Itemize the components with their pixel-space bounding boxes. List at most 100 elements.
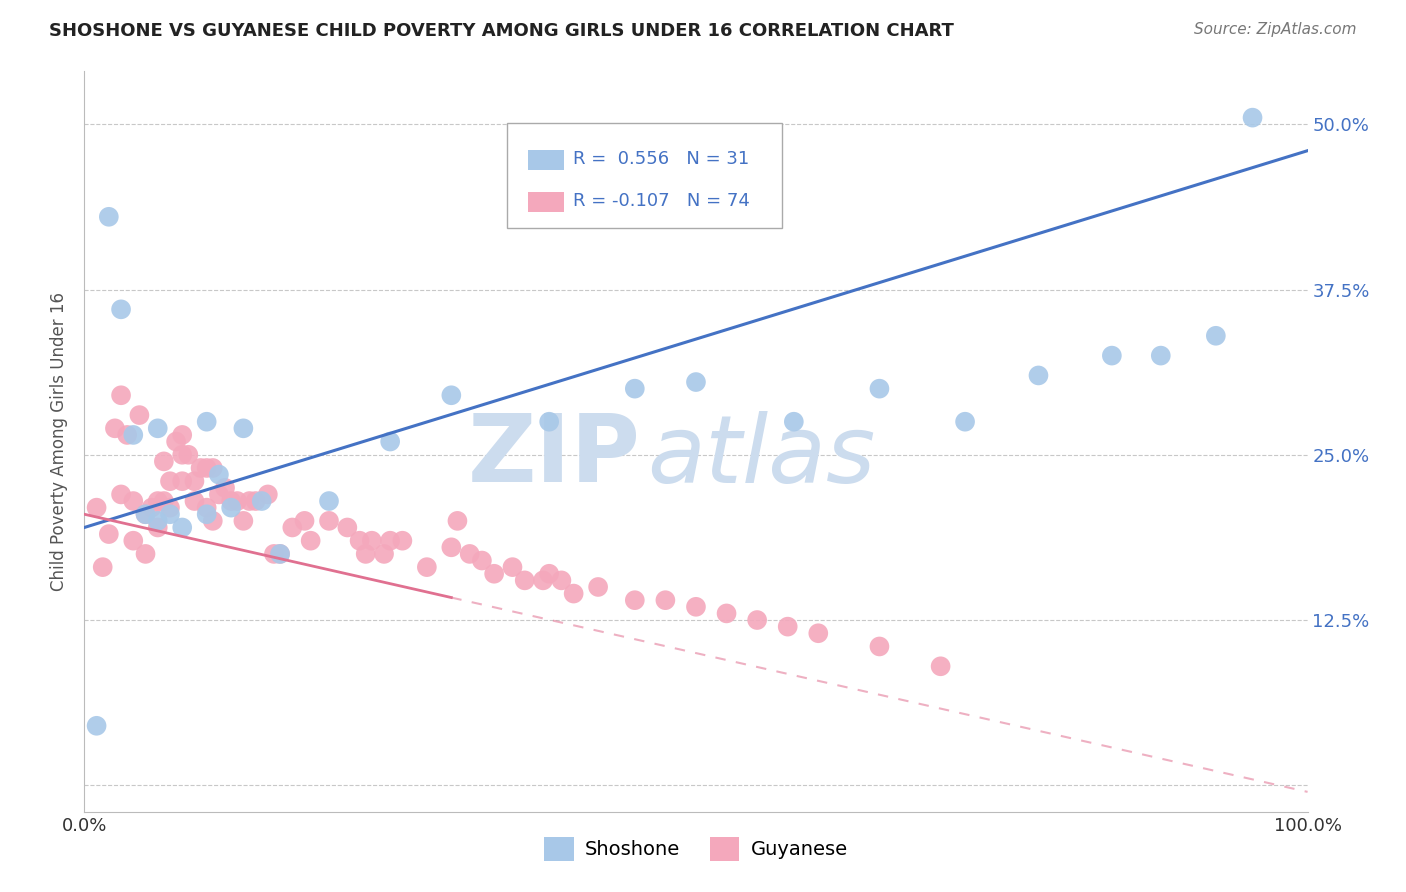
Point	[190, 461, 212, 475]
Point	[281, 520, 304, 534]
Point	[953, 415, 976, 429]
Point	[172, 520, 194, 534]
Point	[869, 640, 891, 654]
Point	[208, 467, 231, 482]
Point	[219, 494, 242, 508]
Point	[226, 494, 249, 508]
Point	[115, 428, 138, 442]
Point	[269, 547, 291, 561]
Point	[146, 421, 169, 435]
Point	[360, 533, 382, 548]
Point	[135, 508, 157, 522]
Point	[141, 500, 163, 515]
Point	[654, 593, 676, 607]
Point	[172, 474, 194, 488]
Point	[91, 560, 114, 574]
Point	[257, 487, 280, 501]
Point	[807, 626, 830, 640]
Point	[1241, 111, 1264, 125]
Point	[349, 533, 371, 548]
Point	[195, 461, 218, 475]
Point	[263, 547, 285, 561]
Point	[538, 566, 561, 581]
Point	[531, 574, 554, 588]
Point	[86, 500, 108, 515]
Point	[391, 533, 413, 548]
Point	[373, 547, 395, 561]
Point	[318, 494, 340, 508]
Point	[250, 494, 273, 508]
Point	[482, 566, 505, 581]
Point	[183, 494, 205, 508]
Point	[294, 514, 316, 528]
Point	[1028, 368, 1050, 383]
Point	[269, 547, 291, 561]
Point	[165, 434, 187, 449]
Point	[86, 719, 108, 733]
Text: ZIP: ZIP	[468, 410, 641, 502]
Point	[232, 421, 254, 435]
Point	[238, 494, 260, 508]
Point	[195, 508, 218, 522]
Point	[416, 560, 439, 574]
Point	[219, 500, 242, 515]
Point	[195, 415, 218, 429]
Point	[146, 520, 169, 534]
Point	[336, 520, 359, 534]
Point	[685, 599, 707, 614]
Point	[776, 620, 799, 634]
Point	[232, 514, 254, 528]
Point	[214, 481, 236, 495]
Text: Source: ZipAtlas.com: Source: ZipAtlas.com	[1194, 22, 1357, 37]
Point	[550, 574, 572, 588]
Point	[380, 533, 402, 548]
Point	[624, 382, 647, 396]
Point	[201, 461, 224, 475]
Y-axis label: Child Poverty Among Girls Under 16: Child Poverty Among Girls Under 16	[51, 292, 69, 591]
Point	[135, 547, 157, 561]
Point	[929, 659, 952, 673]
Point	[513, 574, 536, 588]
Point	[869, 382, 891, 396]
Point	[122, 428, 145, 442]
Point	[159, 474, 181, 488]
Point	[153, 494, 176, 508]
Point	[135, 508, 157, 522]
Point	[747, 613, 769, 627]
Point	[146, 494, 169, 508]
Point	[159, 500, 181, 515]
Point	[110, 302, 132, 317]
Text: R = -0.107   N = 74: R = -0.107 N = 74	[572, 192, 749, 210]
Point	[245, 494, 267, 508]
Legend: Shoshone, Guyanese: Shoshone, Guyanese	[537, 830, 855, 869]
Text: R =  0.556   N = 31: R = 0.556 N = 31	[572, 150, 749, 168]
Point	[1101, 349, 1123, 363]
Point	[440, 388, 463, 402]
Text: atlas: atlas	[647, 411, 876, 502]
Point	[502, 560, 524, 574]
Point	[783, 415, 806, 429]
Text: SHOSHONE VS GUYANESE CHILD POVERTY AMONG GIRLS UNDER 16 CORRELATION CHART: SHOSHONE VS GUYANESE CHILD POVERTY AMONG…	[49, 22, 955, 40]
Point	[195, 500, 218, 515]
Point	[446, 514, 468, 528]
Point	[1205, 328, 1227, 343]
Point	[716, 607, 738, 621]
Point	[110, 388, 132, 402]
Point	[110, 487, 132, 501]
Point	[177, 448, 200, 462]
Point	[318, 514, 340, 528]
Point	[128, 408, 150, 422]
Point	[586, 580, 609, 594]
Point	[624, 593, 647, 607]
Point	[122, 494, 145, 508]
Point	[146, 514, 169, 528]
Point	[1150, 349, 1173, 363]
Point	[440, 541, 463, 555]
Point	[153, 454, 176, 468]
Point	[685, 375, 707, 389]
Point	[104, 421, 127, 435]
Point	[562, 586, 585, 600]
Point	[122, 533, 145, 548]
Point	[299, 533, 322, 548]
Point	[380, 434, 402, 449]
